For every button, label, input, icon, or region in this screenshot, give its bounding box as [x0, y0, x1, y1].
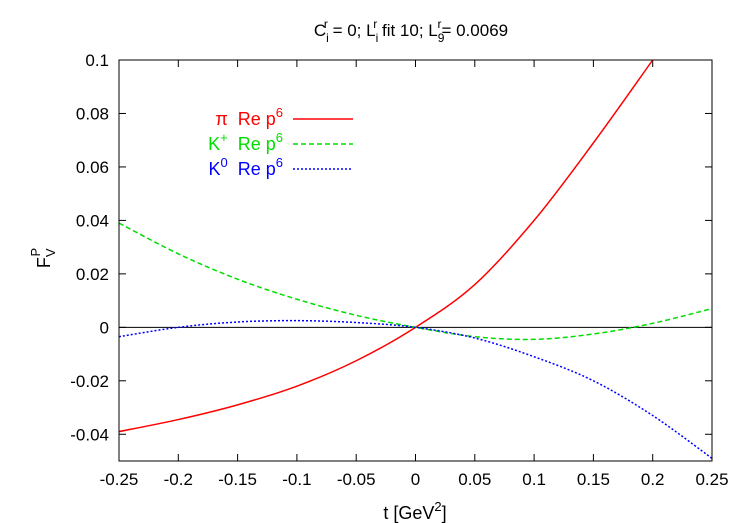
x-tick-label: -0.2 [164, 470, 193, 489]
svg-text:t [GeV2]: t [GeV2] [383, 499, 446, 523]
title-eq1: = 0; [328, 21, 366, 40]
title-l-sub: i [376, 31, 379, 45]
x-tick-label: 0.25 [695, 470, 728, 489]
title-c-sup: r [324, 17, 328, 31]
legend-label-2: K0 Re p6 [208, 155, 283, 179]
y-tick-label: 0.08 [76, 104, 109, 123]
title-l2-sup: r [437, 17, 441, 31]
title-c-sub: i [326, 31, 329, 45]
x-tick-label: 0.2 [641, 470, 665, 489]
ylabel-sup: P [28, 248, 43, 257]
y-tick-label: 0.06 [76, 158, 109, 177]
legend-label-0: π Re p6 [215, 105, 283, 129]
title-l2-sub: 9 [438, 31, 445, 45]
title-c: C [314, 21, 326, 40]
ylabel-base: F [34, 257, 54, 268]
y-tick-label: -0.02 [70, 372, 109, 391]
x-tick-label: -0.05 [337, 470, 376, 489]
series-line-1 [118, 222, 713, 341]
title-l: L [366, 21, 375, 40]
x-tick-label: -0.15 [218, 470, 257, 489]
x-tick-label: 0.1 [522, 470, 546, 489]
x-tick-label: 0.15 [577, 470, 610, 489]
y-tick-label: 0 [100, 318, 109, 337]
svg-text:FVP: FVP [28, 248, 58, 268]
xlabel-base: t [GeV [383, 503, 434, 523]
x-tick-label: 0.05 [458, 470, 491, 489]
title-eq2: = 0.0069 [441, 21, 508, 40]
x-tick-label: -0.25 [100, 470, 139, 489]
title-fit: fit 10; [377, 21, 428, 40]
x-tick-label: -0.1 [282, 470, 311, 489]
ylabel-sub: V [43, 248, 58, 257]
title-l2: L [428, 21, 437, 40]
y-tick-label: -0.04 [70, 425, 109, 444]
legend-label-1: K+ Re p6 [208, 130, 283, 154]
y-tick-label: 0.04 [76, 211, 109, 230]
chart-title: Cir = 0; Lir fit 10; L9r= 0.0069 [314, 17, 508, 45]
plot-frame [118, 59, 713, 462]
y-tick-label: 0.1 [85, 51, 109, 70]
x-axis-label: t [GeV2] [383, 499, 446, 523]
y-axis-label: FVP [28, 248, 58, 268]
series-line-2 [118, 319, 713, 459]
xlabel-sup: 2 [434, 499, 441, 514]
x-tick-label: 0 [411, 470, 420, 489]
y-tick-label: 0.02 [76, 265, 109, 284]
svg-text:Cir = 0; Lir fit 10; L9r= 0.00: Cir = 0; Lir fit 10; L9r= 0.0069 [314, 17, 508, 45]
xlabel-end: ] [442, 503, 447, 523]
series-line-0 [118, 59, 654, 433]
title-l-sup: r [373, 17, 377, 31]
